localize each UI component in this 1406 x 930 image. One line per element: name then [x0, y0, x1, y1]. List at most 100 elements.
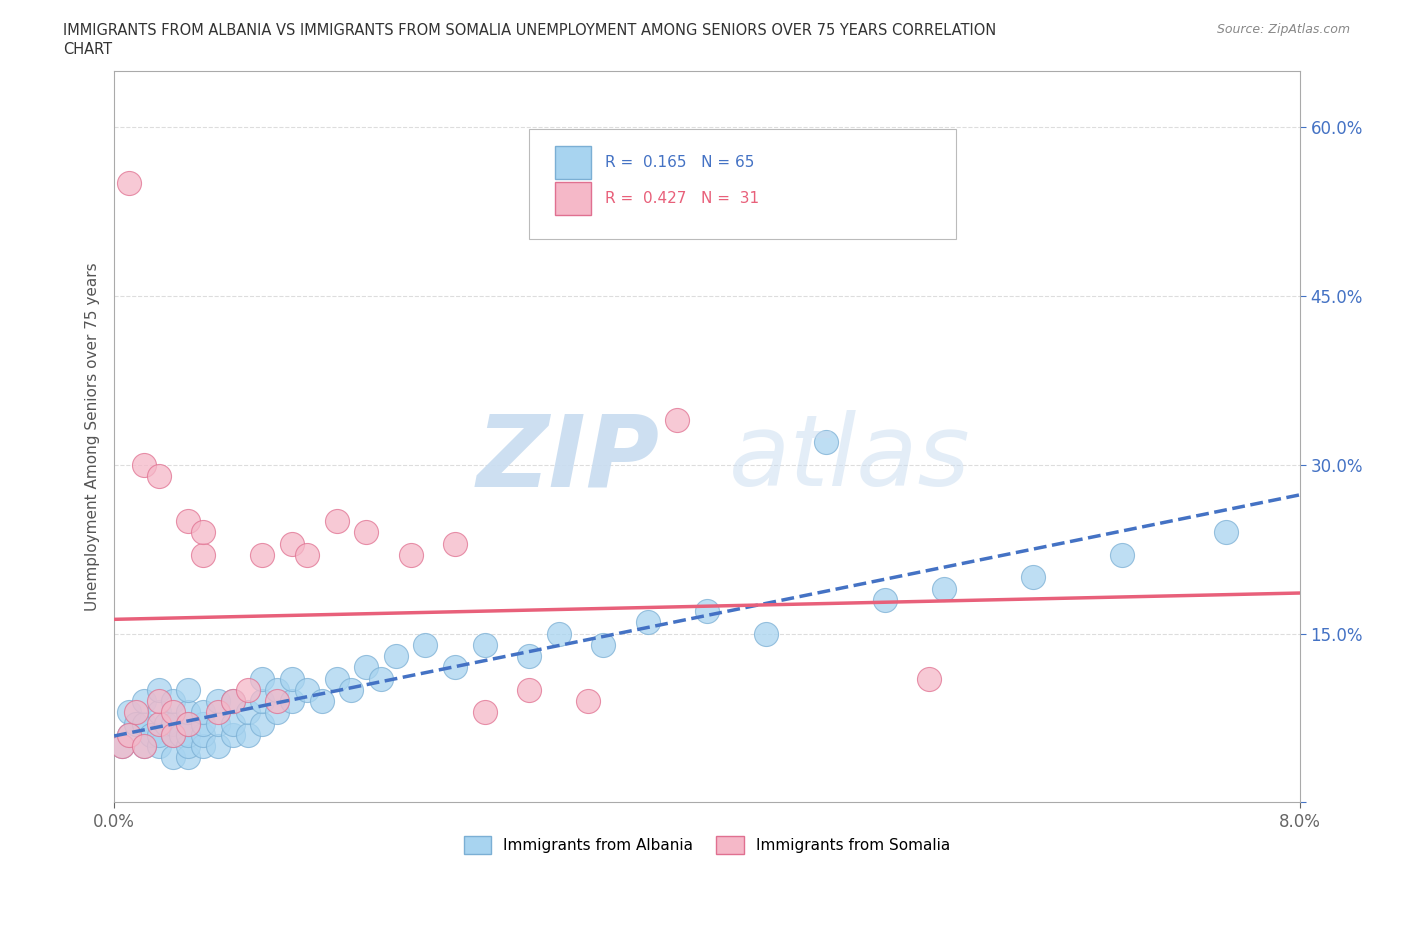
Point [207, 716, 229, 731]
Point [755, 626, 778, 641]
Point [295, 683, 318, 698]
Point [517, 683, 540, 698]
Point [148, 705, 170, 720]
Point [295, 548, 318, 563]
Point [325, 513, 347, 528]
Point [207, 705, 229, 720]
Point [281, 536, 304, 551]
Point [340, 683, 363, 698]
Point [118, 176, 141, 191]
Point [132, 694, 155, 709]
Point [592, 637, 614, 652]
Point [162, 750, 184, 764]
Point [148, 716, 170, 731]
Point [266, 705, 288, 720]
Point [252, 694, 274, 709]
Point [207, 694, 229, 709]
Point [252, 671, 274, 686]
Point [125, 705, 148, 720]
Point [474, 705, 496, 720]
Point [177, 750, 200, 764]
Point [162, 694, 184, 709]
Point [118, 727, 141, 742]
Point [177, 513, 200, 528]
Point [177, 727, 200, 742]
Point [266, 694, 288, 709]
Point [118, 705, 141, 720]
Point [148, 738, 170, 753]
Point [385, 648, 408, 663]
Point [162, 716, 184, 731]
Point [191, 525, 214, 539]
Point [873, 592, 896, 607]
Point [148, 683, 170, 698]
Point [666, 412, 689, 427]
Point [1022, 570, 1045, 585]
Point [148, 727, 170, 742]
Text: atlas: atlas [728, 410, 970, 507]
Legend: Immigrants from Albania, Immigrants from Somalia: Immigrants from Albania, Immigrants from… [458, 830, 956, 860]
Point [191, 727, 214, 742]
Point [236, 705, 259, 720]
Point [132, 458, 155, 472]
Point [191, 705, 214, 720]
Point [415, 637, 437, 652]
Point [281, 694, 304, 709]
Point [141, 727, 163, 742]
Point [934, 581, 956, 596]
Y-axis label: Unemployment Among Seniors over 75 years: Unemployment Among Seniors over 75 years [86, 262, 100, 611]
Text: ZIP: ZIP [477, 410, 659, 507]
Point [162, 727, 184, 742]
Point [110, 738, 132, 753]
Point [222, 716, 245, 731]
Point [170, 727, 193, 742]
Point [177, 738, 200, 753]
FancyBboxPatch shape [555, 182, 591, 215]
Point [474, 637, 496, 652]
FancyBboxPatch shape [555, 146, 591, 179]
Point [125, 716, 148, 731]
Point [118, 727, 141, 742]
FancyBboxPatch shape [529, 129, 956, 239]
Point [354, 660, 377, 675]
Point [547, 626, 569, 641]
Point [918, 671, 941, 686]
Point [191, 716, 214, 731]
Point [155, 716, 177, 731]
Point [177, 683, 200, 698]
Point [177, 716, 200, 731]
Point [1111, 548, 1133, 563]
Text: R =  0.165   N = 65: R = 0.165 N = 65 [605, 154, 755, 170]
Text: CHART: CHART [63, 42, 112, 57]
Point [1215, 525, 1237, 539]
Point [252, 548, 274, 563]
Text: Source: ZipAtlas.com: Source: ZipAtlas.com [1216, 23, 1350, 36]
Point [444, 660, 467, 675]
Point [132, 716, 155, 731]
Point [191, 548, 214, 563]
Point [814, 435, 837, 450]
Point [132, 738, 155, 753]
Point [162, 727, 184, 742]
Point [236, 727, 259, 742]
Text: IMMIGRANTS FROM ALBANIA VS IMMIGRANTS FROM SOMALIA UNEMPLOYMENT AMONG SENIORS OV: IMMIGRANTS FROM ALBANIA VS IMMIGRANTS FR… [63, 23, 997, 38]
Point [311, 694, 333, 709]
Point [222, 727, 245, 742]
Point [252, 716, 274, 731]
Point [132, 738, 155, 753]
Point [177, 716, 200, 731]
Point [354, 525, 377, 539]
Point [637, 615, 659, 630]
Text: R =  0.427   N =  31: R = 0.427 N = 31 [605, 192, 759, 206]
Point [222, 694, 245, 709]
Point [148, 469, 170, 484]
Point [517, 648, 540, 663]
Point [207, 738, 229, 753]
Point [162, 705, 184, 720]
Point [266, 683, 288, 698]
Point [444, 536, 467, 551]
Point [281, 671, 304, 686]
Point [370, 671, 392, 686]
Point [148, 694, 170, 709]
Point [191, 738, 214, 753]
